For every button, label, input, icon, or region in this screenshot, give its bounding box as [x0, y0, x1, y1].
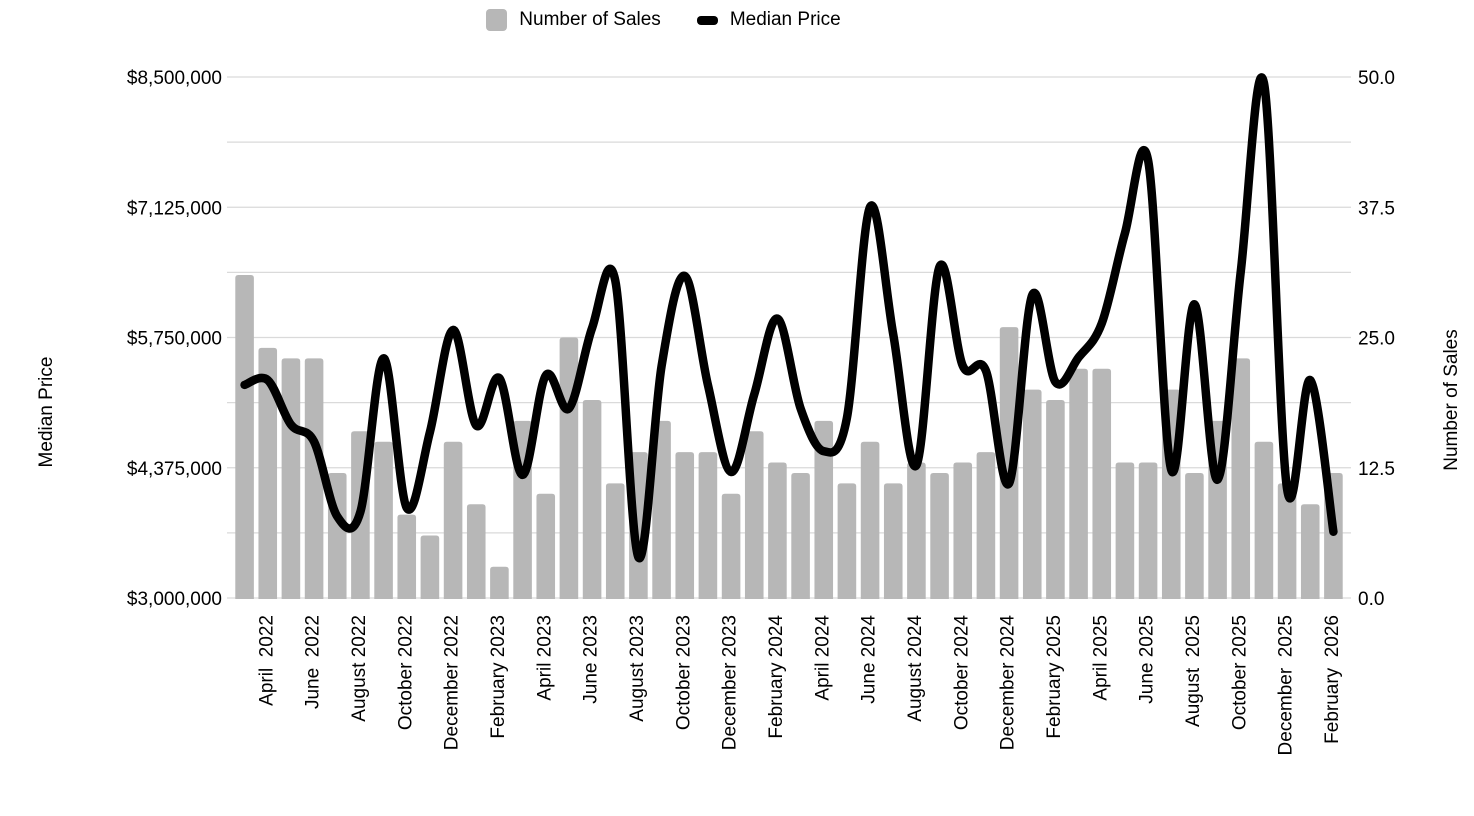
- right-axis-tick-label: 0.0: [1358, 589, 1384, 610]
- x-axis-tick-label: August 2025: [1183, 615, 1204, 727]
- sales-bar-may-2024: [837, 483, 857, 599]
- x-axis-tick-label: August 2023: [627, 615, 648, 722]
- sales-bar-march-2025: [1069, 368, 1088, 599]
- sales-bar-december-2025: [1277, 483, 1297, 599]
- median-price-line: [240, 73, 1338, 563]
- x-axis-tick-label: April 2023: [534, 615, 555, 701]
- legend-label-number-of-sales: Number of Sales: [519, 9, 661, 30]
- x-axis-tick-label: June 2025: [1137, 615, 1158, 704]
- sales-bar-february-2023: [490, 566, 509, 599]
- sales-bar-august-2025: [1185, 472, 1204, 599]
- x-axis-tick-label: October 2024: [951, 615, 972, 731]
- x-axis-tick-label: December 2025: [1276, 615, 1297, 755]
- x-axis-tick-label: December 2024: [998, 615, 1019, 751]
- left-axis-tick-label: $4,375,000: [127, 459, 222, 480]
- x-axis-tick-label: August 2022: [349, 615, 370, 722]
- sales-bar-september-2023: [652, 420, 671, 599]
- sales-bar-november-2023: [698, 452, 718, 599]
- sales-bar-august-2024: [907, 462, 926, 599]
- sales-bar-january-2026: [1300, 504, 1320, 599]
- sales-bar-june-2023: [582, 400, 602, 599]
- sales-bar-september-2024: [930, 472, 949, 599]
- sales-bar-swatch-icon: [486, 9, 508, 31]
- x-axis-tick-label: June 2022: [303, 615, 324, 709]
- x-axis-tick-label: February 2024: [766, 615, 787, 739]
- left-axis-tick-label: $7,125,000: [127, 198, 222, 219]
- sales-bar-january-2024: [744, 431, 764, 599]
- sales-bar-january-2023: [466, 504, 486, 599]
- sales-bar-february-2025: [1046, 400, 1065, 599]
- sales-bar-may-2025: [1115, 462, 1135, 599]
- sales-bar-december-2022: [443, 441, 463, 599]
- left-axis-tick-label: $3,000,000: [127, 589, 222, 610]
- sales-bar-september-2022: [374, 441, 393, 599]
- chart-legend: Number of Sales Median Price: [0, 9, 1327, 31]
- x-axis-tick-label: April 2024: [812, 615, 833, 701]
- sales-bar-october-2022: [397, 514, 417, 599]
- sales-bar-november-2024: [976, 452, 996, 599]
- sales-bar-july-2024: [883, 483, 903, 599]
- x-axis-tick-label: April 2022: [256, 615, 277, 706]
- sales-bar-march-2024: [791, 472, 810, 599]
- sales-bar-april-2024: [814, 420, 834, 599]
- sales-bar-october-2024: [953, 462, 973, 599]
- sales-bar-june-2022: [304, 358, 324, 599]
- x-axis-tick-label: June 2023: [581, 615, 602, 704]
- x-axis-tick-label: February 2025: [1044, 615, 1065, 739]
- sales-bar-october-2025: [1231, 358, 1251, 599]
- x-axis-tick-label: August 2024: [905, 615, 926, 722]
- legend-item-number-of-sales: Number of Sales: [486, 9, 661, 31]
- x-axis-tick-label: December 2022: [442, 615, 463, 750]
- x-axis-tick-label: April 2025: [1090, 615, 1111, 701]
- x-axis-tick-label: February 2023: [488, 615, 509, 739]
- sales-bar-november-2025: [1254, 441, 1274, 599]
- x-axis-tick-label: October 2023: [673, 615, 694, 730]
- sales-bar-january-2025: [1022, 389, 1042, 599]
- x-axis-tick-label: October 2022: [395, 615, 416, 730]
- sales-bar-june-2024: [860, 441, 880, 599]
- x-axis-tick-label: October 2025: [1229, 615, 1250, 730]
- sales-bar-october-2023: [675, 452, 695, 599]
- right-axis-tick-label: 12.5: [1358, 459, 1395, 480]
- x-axis-tick-label: December 2023: [720, 615, 741, 750]
- left-axis-tick-label: $5,750,000: [127, 329, 222, 350]
- legend-item-median-price: Median Price: [696, 9, 841, 31]
- sales-bar-april-2023: [536, 493, 556, 599]
- x-axis-tick-label: February 2026: [1322, 615, 1343, 744]
- right-axis-tick-label: 37.5: [1358, 198, 1395, 219]
- sales-bar-july-2023: [605, 483, 625, 599]
- x-axis-tick-label: June 2024: [859, 615, 880, 704]
- sales-bar-march-2022: [235, 274, 254, 599]
- left-axis-tick-label: $8,500,000: [127, 68, 222, 89]
- sales-bar-may-2022: [281, 358, 301, 599]
- sales-bar-november-2022: [420, 535, 440, 599]
- sales-bar-april-2025: [1092, 368, 1112, 599]
- median-price-line-swatch-icon: [696, 15, 718, 25]
- sales-bar-february-2024: [768, 462, 787, 599]
- right-axis-tick-label: 25.0: [1358, 329, 1395, 350]
- sales-bar-april-2022: [258, 347, 278, 599]
- sales-bar-december-2023: [721, 493, 741, 599]
- sales-bar-june-2025: [1138, 462, 1158, 599]
- right-axis-tick-label: 50.0: [1358, 68, 1395, 89]
- legend-label-median-price: Median Price: [729, 9, 841, 30]
